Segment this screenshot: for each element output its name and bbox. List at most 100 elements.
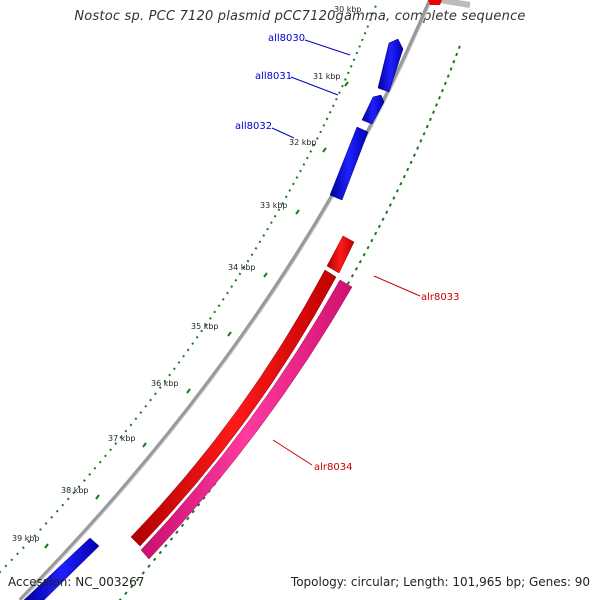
tick-dot — [234, 278, 238, 282]
callout-all8030 — [304, 39, 351, 56]
tick-dot — [226, 291, 229, 295]
tick-dot — [4, 564, 8, 568]
tick-dot — [195, 335, 199, 339]
tick-dot — [238, 272, 242, 276]
tick-dot — [366, 25, 370, 28]
tick-dot — [164, 544, 168, 548]
tick-dot — [169, 537, 174, 541]
tick-dot — [10, 558, 14, 562]
tick-dot — [449, 67, 453, 71]
tick-dot — [135, 577, 140, 582]
tick-dot — [431, 110, 435, 114]
tick-label: 36 kbp — [151, 379, 179, 388]
tick-dot — [147, 564, 151, 568]
major-tick — [186, 388, 191, 394]
major-tick — [322, 147, 327, 153]
tick-dot — [119, 435, 123, 439]
tick-dot — [335, 97, 338, 101]
tick-dot — [406, 167, 410, 172]
tick-dot — [312, 143, 316, 147]
gene-label-alr8034[interactable]: alr8034 — [314, 462, 352, 473]
tick-dot — [402, 174, 406, 179]
gene-label-all8031[interactable]: all8031 — [255, 71, 292, 82]
major-tick — [227, 331, 232, 337]
gene-lower-blue[interactable] — [23, 537, 100, 600]
backbone-outer — [18, 0, 432, 600]
tick-dot — [16, 552, 19, 556]
tick-dot — [363, 31, 367, 35]
tick-dot — [114, 442, 118, 445]
gene-label-all8030[interactable]: all8030 — [268, 33, 305, 44]
tick-dot — [213, 310, 217, 314]
tick-dot — [186, 516, 190, 521]
tick-dot — [277, 208, 281, 212]
gene-labels: all8030 all8031 all8032 alr8033 alr8034 — [235, 33, 459, 473]
backbone-inner — [21, 0, 433, 600]
gene-top-red-fragment[interactable] — [428, 0, 442, 5]
tick-dot — [338, 91, 341, 94]
tick-dot — [141, 571, 146, 575]
tick-dot — [438, 96, 441, 100]
tick-dot — [344, 78, 347, 81]
major-tick — [263, 272, 268, 278]
tick-dot — [292, 182, 295, 186]
tick-dot — [134, 417, 138, 421]
tick-dot — [305, 156, 309, 160]
tick-dot — [422, 131, 426, 136]
tick-dot — [66, 497, 70, 501]
tick-label: 33 kbp — [260, 201, 288, 210]
tick-dot — [302, 163, 306, 166]
tick-label: 31 kbp — [313, 72, 341, 81]
tick-dot — [299, 169, 302, 173]
tick-dot — [82, 479, 86, 482]
tick-dot — [109, 448, 113, 452]
tick-dot — [163, 379, 167, 383]
tick-label: 32 kbp — [289, 138, 317, 147]
tick-dot — [322, 124, 326, 127]
gene-label-all8032[interactable]: all8032 — [235, 121, 272, 132]
tick-dot — [440, 88, 444, 93]
tick-dot — [325, 117, 329, 121]
tick-dot — [21, 546, 25, 550]
accession-label: Accession: NC_003267 — [8, 575, 145, 589]
tick-dot — [374, 231, 378, 236]
tick-dot — [77, 485, 81, 489]
tick-dot — [358, 45, 361, 48]
tick-dot — [258, 240, 262, 244]
tick-dot — [328, 111, 332, 114]
tick-dot — [346, 281, 351, 285]
callout-alr8033 — [373, 275, 421, 297]
gene-all8032[interactable] — [329, 126, 369, 201]
major-tick — [295, 209, 300, 215]
summary-label: Topology: circular; Length: 101,965 bp; … — [290, 575, 590, 589]
tick-dot — [118, 598, 122, 600]
tick-dot — [180, 523, 185, 528]
tick-dot — [412, 153, 416, 157]
tick-dot — [355, 51, 359, 55]
tick-dot — [129, 584, 134, 589]
tick-dot — [395, 189, 399, 193]
map-title: Nostoc sp. PCC 7120 plasmid pCC7120gamma… — [74, 9, 526, 24]
tick-dot — [124, 591, 128, 596]
gene-alr8033-head[interactable] — [326, 235, 355, 274]
gene-label-alr8033[interactable]: alr8033 — [421, 292, 459, 303]
tick-dot — [104, 454, 107, 458]
tick-dot — [428, 117, 432, 122]
tick-dot — [362, 252, 366, 257]
tick-dot — [209, 316, 212, 320]
tick-dot — [139, 411, 143, 414]
gene-alr8034[interactable] — [140, 279, 353, 560]
tick-dot — [61, 503, 65, 507]
tick-dot — [246, 259, 250, 263]
major-tick — [95, 494, 100, 500]
tick-dot — [281, 201, 284, 205]
gene-all8030[interactable] — [377, 38, 404, 93]
gene-all8031[interactable] — [361, 94, 385, 125]
tick-dot — [392, 196, 396, 200]
tick-dot — [319, 130, 322, 134]
outer-tick-track — [118, 45, 461, 600]
tick-dot — [44, 522, 48, 525]
tick-dot — [381, 217, 385, 222]
tick-dot — [374, 5, 377, 8]
gene-alr8033-body[interactable] — [130, 269, 337, 547]
